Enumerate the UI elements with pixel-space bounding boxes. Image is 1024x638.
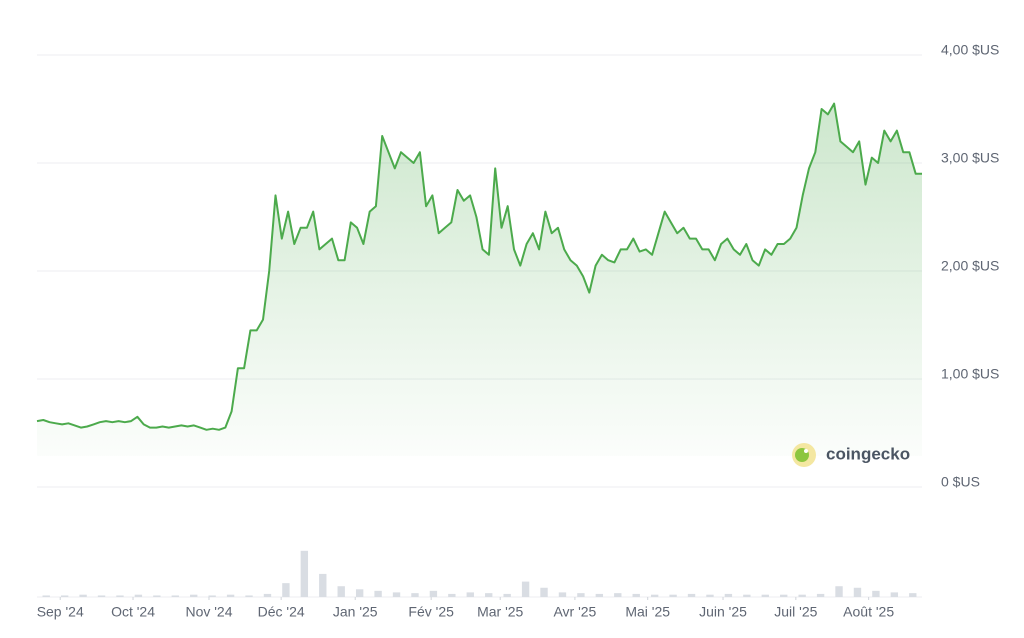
volume-bar xyxy=(669,594,677,597)
volume-bar xyxy=(448,593,456,597)
volume-bar xyxy=(595,593,604,597)
volume-bar xyxy=(558,592,567,597)
volume-bar xyxy=(337,586,345,597)
volume-bar xyxy=(540,587,548,597)
y-tick-label: 4,00 $US xyxy=(941,42,999,58)
volume-bar xyxy=(60,595,69,597)
volume-bar xyxy=(300,550,309,597)
watermark-text: coingecko xyxy=(826,444,910,463)
x-tick-label: Mar '25 xyxy=(477,604,523,620)
volume-bar xyxy=(650,594,659,597)
volume-bar xyxy=(872,590,880,597)
volume-bar xyxy=(171,595,179,597)
x-tick-label: Jan '25 xyxy=(333,604,378,620)
volume-bar xyxy=(798,594,806,597)
x-tick-label: Nov '24 xyxy=(185,604,232,620)
volume-bar xyxy=(853,587,862,597)
watermark: coingecko xyxy=(792,443,910,467)
y-tick-label: 3,00 $US xyxy=(941,150,999,166)
volume-bar xyxy=(466,592,474,597)
x-tick-label: Mai '25 xyxy=(625,604,670,620)
volume-bar xyxy=(614,593,622,597)
volume-bar xyxy=(79,594,87,597)
volume-bar xyxy=(577,593,585,597)
volume-bar xyxy=(319,573,327,597)
x-tick-label: Juin '25 xyxy=(699,604,747,620)
x-tick-label: Août '25 xyxy=(843,604,894,620)
x-tick-label: Sep '24 xyxy=(37,604,84,620)
x-tick-label: Oct '24 xyxy=(111,604,155,620)
volume-bar xyxy=(835,586,843,597)
volume-bar xyxy=(282,583,290,597)
x-tick-label: Avr '25 xyxy=(553,604,596,620)
volume-bar xyxy=(780,594,788,597)
price-area xyxy=(37,103,922,456)
volume-bar xyxy=(374,590,382,597)
y-tick-label: 1,00 $US xyxy=(941,366,999,382)
volume-bar xyxy=(411,593,419,597)
x-tick-label: Déc '24 xyxy=(258,604,305,620)
volume-bar xyxy=(116,595,124,597)
volume-bar xyxy=(909,593,917,597)
volume-bar xyxy=(503,593,511,597)
y-tick-label: 2,00 $US xyxy=(941,258,999,274)
volume-bar xyxy=(724,593,733,597)
volume-bar xyxy=(429,590,438,597)
volume-bar xyxy=(208,595,216,597)
volume-bar xyxy=(245,595,253,597)
y-tick-label: 0 $US xyxy=(941,474,980,490)
price-line xyxy=(36,102,922,431)
volume-bar xyxy=(190,594,198,597)
volume-bar xyxy=(816,593,825,597)
x-tick-label: Juil '25 xyxy=(774,604,817,620)
volume-bar xyxy=(134,594,143,597)
volume-bar xyxy=(485,593,493,597)
volume-bar xyxy=(687,593,696,597)
volume-bar xyxy=(42,595,50,597)
volume-bar xyxy=(706,594,714,597)
volume-bar xyxy=(761,594,769,597)
volume-bar xyxy=(743,594,751,597)
volume-bar xyxy=(97,595,106,597)
volume-bar xyxy=(355,589,364,597)
volume-bar xyxy=(263,593,272,597)
volume-bar xyxy=(890,592,899,597)
x-tick-label: Fév '25 xyxy=(408,604,454,620)
volume-bar xyxy=(521,581,530,597)
volume-bar xyxy=(392,592,401,597)
volume-bar xyxy=(632,593,640,597)
volume-bar xyxy=(226,594,235,597)
volume-bar xyxy=(153,595,161,597)
